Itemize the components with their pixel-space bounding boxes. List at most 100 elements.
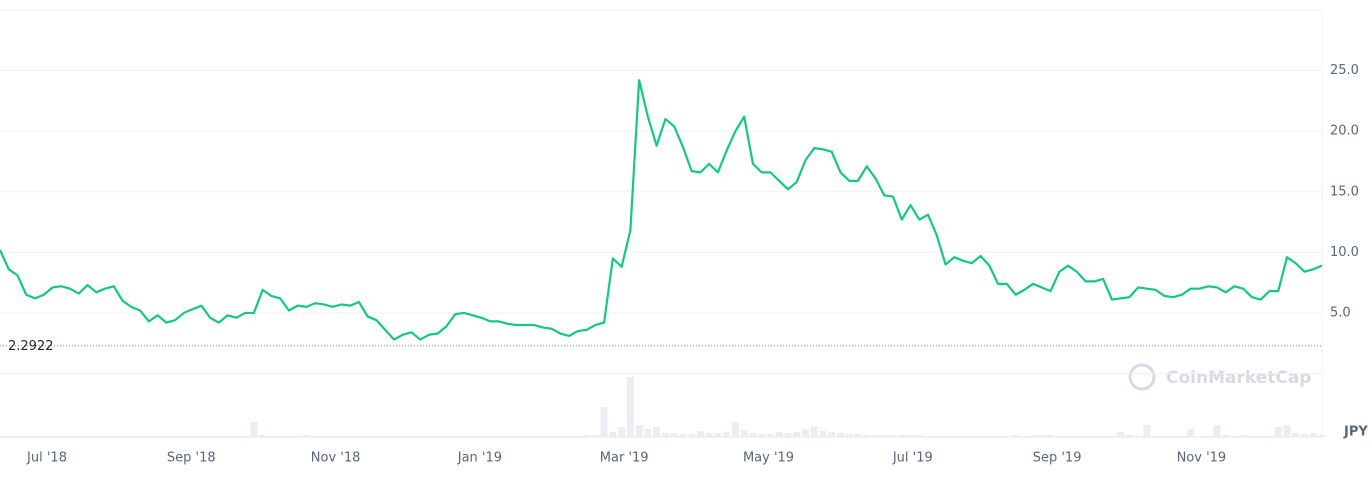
y-tick-label: 5.0 (1330, 305, 1351, 320)
volume-bar (84, 436, 92, 437)
volume-bar (355, 436, 363, 437)
volume-bar (1257, 436, 1265, 437)
volume-bar (810, 427, 818, 437)
volume-bar (215, 436, 223, 437)
volume-bar (556, 436, 564, 437)
volume-bar (469, 436, 477, 437)
x-tick-label: May '19 (743, 451, 794, 466)
volume-bar (180, 436, 188, 437)
watermark-logo (1128, 363, 1156, 391)
volume-bar (854, 434, 862, 437)
volume-bar (504, 436, 512, 437)
volume-bar (644, 429, 652, 437)
volume-bar (1169, 436, 1177, 437)
volume-bar (1090, 436, 1098, 437)
volume-bar (819, 431, 827, 437)
volume-bar (1038, 435, 1046, 437)
volume-bar (679, 434, 687, 437)
volume-bar (740, 430, 748, 437)
volume-bar (565, 436, 573, 437)
volume-bar (1152, 436, 1160, 437)
volume-bar (1187, 429, 1195, 437)
volume-bar (1274, 427, 1282, 437)
volume-bar (618, 427, 626, 437)
volume-bar (346, 436, 354, 437)
volume-bar (337, 436, 345, 437)
volume-bar (714, 433, 722, 437)
volume-bar (189, 436, 197, 437)
volume-bar (696, 431, 704, 437)
volume-bar (513, 436, 521, 437)
y-tick-label: 20.0 (1330, 124, 1359, 139)
volume-bar (381, 436, 389, 437)
volume-bar (933, 436, 941, 437)
x-tick-label: Jul '18 (26, 451, 67, 466)
volume-bar (49, 436, 57, 437)
volume-bar (942, 436, 950, 437)
volume-bar (950, 436, 958, 437)
volume-bar (75, 436, 83, 437)
volume-bar (1125, 435, 1133, 437)
volume-bar (31, 436, 39, 437)
volume-bar (407, 436, 415, 437)
volume-bar (907, 435, 915, 437)
volume-bar (1309, 433, 1317, 437)
volume-bar (1178, 436, 1186, 437)
volume-bar (250, 422, 258, 437)
volume-bar (1099, 436, 1107, 437)
volume-bar (1020, 436, 1028, 437)
volume-bar (758, 434, 766, 437)
x-tick-label: Nov '19 (1177, 451, 1227, 466)
volume-bar (1117, 432, 1125, 437)
volume-bar (521, 436, 529, 437)
volume-bar (66, 436, 74, 437)
volume-bar (171, 436, 179, 437)
volume-bar (241, 436, 249, 437)
volume-bar (5, 436, 13, 437)
volume-bar (1292, 433, 1300, 437)
volume-bar (92, 436, 100, 437)
volume-bar (845, 434, 853, 437)
volume-bar (731, 422, 739, 437)
volume-bar (329, 436, 337, 437)
volume-bar (994, 436, 1002, 437)
volume-bar (915, 435, 923, 437)
volume-bar (1283, 425, 1291, 437)
volume-bar (390, 436, 398, 437)
volume-bar (22, 436, 30, 437)
volume-bar (801, 429, 809, 437)
volume-bar (661, 433, 669, 437)
volume-bar (889, 435, 897, 437)
volume-bar (285, 436, 293, 437)
volume-bar (486, 436, 494, 437)
volume-bar (898, 435, 906, 437)
volume-bar (880, 435, 888, 437)
volume-bar (302, 435, 310, 437)
volume-bar (0, 436, 4, 437)
y-tick-label: 10.0 (1330, 245, 1359, 260)
volume-bar (1073, 436, 1081, 437)
volume-bar (1143, 425, 1151, 437)
volume-bar (127, 436, 135, 437)
volume-bar (548, 436, 556, 437)
volume-bar (136, 436, 144, 437)
volume-bar (1248, 436, 1256, 437)
volume-bar (1204, 436, 1212, 437)
volume-bar (197, 436, 205, 437)
volume-bar (977, 436, 985, 437)
volume-bar (626, 377, 634, 437)
volume-bar (57, 436, 65, 437)
volume-bar (1160, 436, 1168, 437)
volume-bar (723, 432, 731, 437)
volume-bar (775, 432, 783, 437)
volume-bar (1064, 436, 1072, 437)
volume-bar (1318, 435, 1326, 437)
currency-label: JPY (1343, 425, 1368, 440)
volume-bar (1222, 435, 1230, 437)
volume-bar (784, 433, 792, 437)
volume-bar (40, 436, 48, 437)
volume-bar (311, 436, 319, 437)
volume-bar (110, 436, 118, 437)
